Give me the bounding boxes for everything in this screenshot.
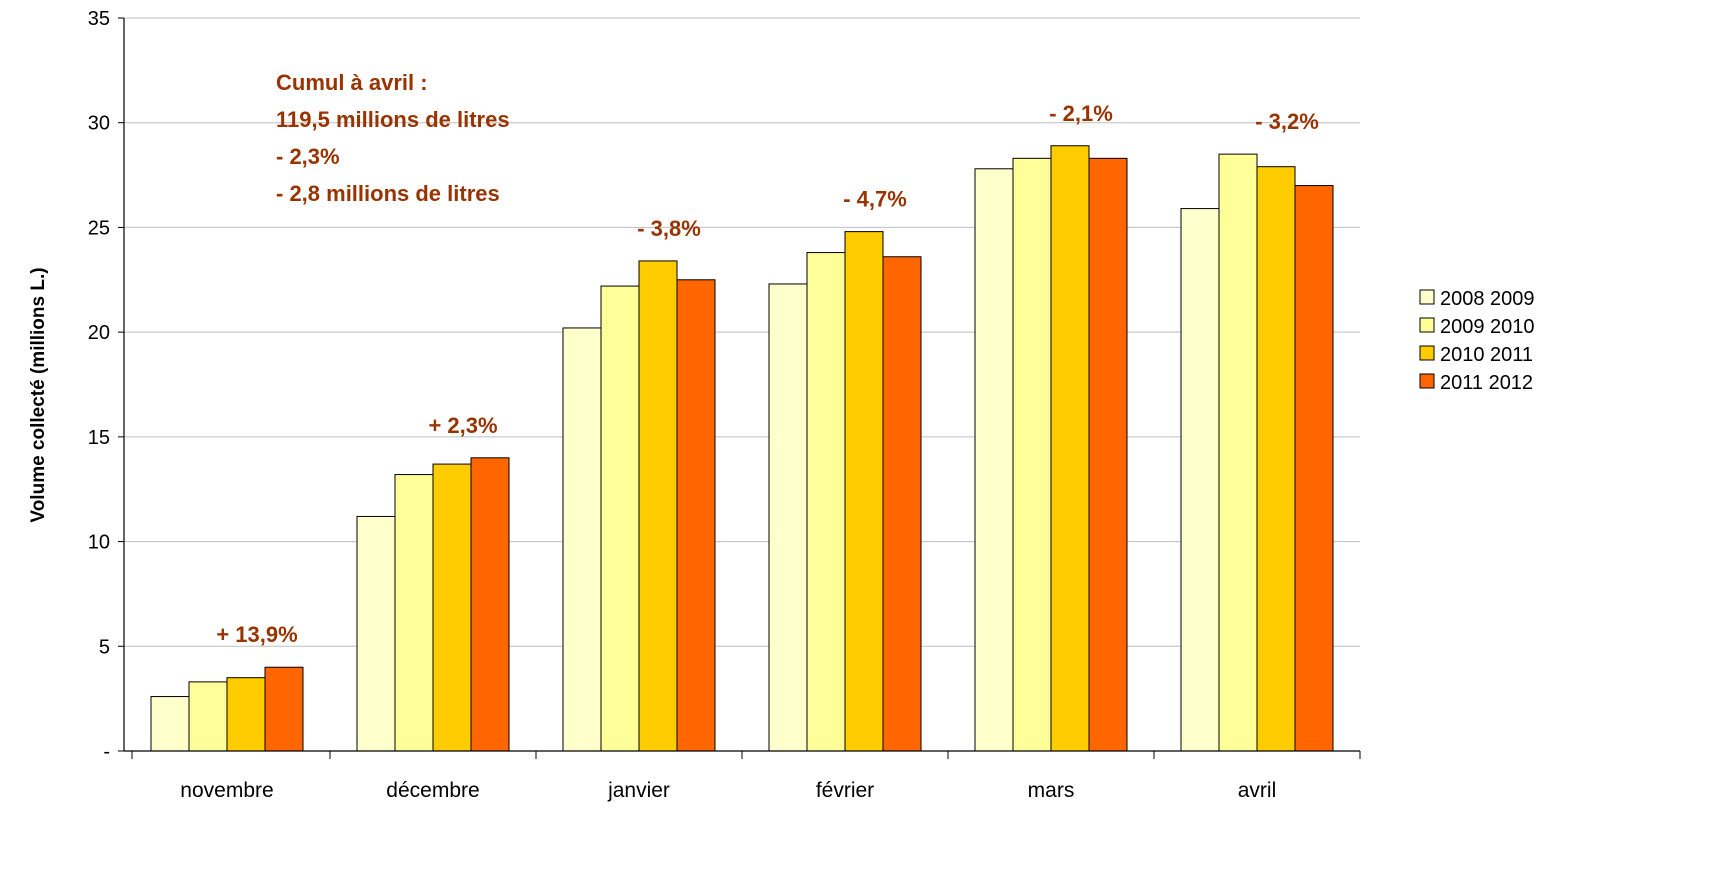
annotation-line: 119,5 millions de litres xyxy=(276,107,510,132)
y-tick-label: 25 xyxy=(88,217,110,239)
bar-2011-2012-2 xyxy=(676,279,716,752)
x-tick-label: mars xyxy=(1028,779,1075,802)
legend-swatch xyxy=(1419,317,1435,333)
bar-2008-2009-5 xyxy=(1180,208,1220,752)
x-tick-label: février xyxy=(816,779,874,802)
bar-2010-2011-3 xyxy=(844,231,884,752)
bar-2008-2009-4 xyxy=(974,168,1014,752)
y-tick-label: 35 xyxy=(88,8,110,30)
bar-2011-2012-3 xyxy=(882,256,922,752)
bar-2008-2009-0 xyxy=(150,696,190,752)
x-tick-label: décembre xyxy=(386,779,479,802)
bar-2008-2009-2 xyxy=(562,327,602,752)
bar-2009-2010-1 xyxy=(394,474,434,752)
annotation-line: Cumul à avril : xyxy=(276,70,428,95)
gridlines xyxy=(118,17,1360,752)
y-tick-label: 20 xyxy=(88,322,110,344)
summary-annotation: Cumul à avril : 119,5 millions de litres… xyxy=(276,70,510,206)
data-label: - 3,2% xyxy=(1255,109,1319,134)
axes xyxy=(123,18,1361,759)
legend-label: 2010 2011 xyxy=(1440,344,1533,366)
legend-label: 2009 2010 xyxy=(1440,316,1535,338)
annotation-line: - 2,3% xyxy=(276,144,340,169)
legend-swatch xyxy=(1419,373,1435,389)
y-tick-label: 5 xyxy=(99,636,110,658)
legend: 2008 2009 2009 2010 2010 2011 2011 2012 xyxy=(1419,288,1535,394)
bar-2011-2012-1 xyxy=(470,457,510,752)
data-labels: + 13,9% + 2,3% - 3,8% - 4,7% - 2,1% - 3,2% xyxy=(216,101,1318,647)
bar-2008-2009-1 xyxy=(356,515,396,752)
y-axis-label: Volume collecté (millions L.) xyxy=(28,267,49,522)
bar-2011-2012-0 xyxy=(264,666,304,752)
data-label: + 13,9% xyxy=(216,622,297,647)
y-tick-label: 15 xyxy=(88,427,110,449)
y-tick-label: 10 xyxy=(88,532,110,554)
y-tick-labels: - 5 10 15 20 25 30 35 xyxy=(88,8,110,763)
x-tick-label: novembre xyxy=(180,779,273,802)
annotation-line: - 2,8 millions de litres xyxy=(276,181,500,206)
legend-swatch xyxy=(1419,289,1435,305)
x-tick-label: avril xyxy=(1238,779,1277,802)
bar-2009-2010-5 xyxy=(1218,153,1258,752)
bar-2010-2011-4 xyxy=(1050,145,1090,752)
y-tick-label: - xyxy=(103,741,110,763)
data-label: - 2,1% xyxy=(1049,101,1113,126)
bar-2008-2009-3 xyxy=(768,283,808,752)
bar-2009-2010-2 xyxy=(600,285,640,752)
bar-2010-2011-0 xyxy=(226,677,266,752)
bar-2011-2012-4 xyxy=(1088,157,1128,752)
bars xyxy=(150,145,1334,752)
data-label: + 2,3% xyxy=(428,413,497,438)
bar-2009-2010-3 xyxy=(806,252,846,752)
legend-label: 2011 2012 xyxy=(1440,372,1533,394)
data-label: - 4,7% xyxy=(843,187,907,212)
legend-label: 2008 2009 xyxy=(1440,288,1535,310)
data-label: - 3,8% xyxy=(637,216,701,241)
bar-2009-2010-4 xyxy=(1012,157,1052,752)
bar-2009-2010-0 xyxy=(188,681,228,752)
bar-2011-2012-5 xyxy=(1294,185,1334,752)
bar-2010-2011-2 xyxy=(638,260,678,752)
x-tick-label: janvier xyxy=(607,779,670,802)
bar-2010-2011-1 xyxy=(432,463,472,752)
y-tick-label: 30 xyxy=(88,113,110,135)
legend-swatch xyxy=(1419,345,1435,361)
bar-2010-2011-5 xyxy=(1256,166,1296,752)
x-tick-labels: novembre décembre janvier février mars avril xyxy=(180,779,1276,802)
